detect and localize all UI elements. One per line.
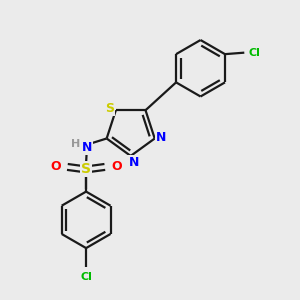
Text: O: O	[111, 160, 122, 173]
Text: S: S	[81, 162, 91, 176]
Text: Cl: Cl	[249, 48, 261, 58]
Text: H: H	[71, 139, 81, 149]
Text: O: O	[50, 160, 61, 173]
Text: N: N	[82, 141, 92, 154]
Text: Cl: Cl	[80, 272, 92, 282]
Text: N: N	[156, 130, 166, 143]
Text: N: N	[128, 156, 139, 169]
Text: S: S	[105, 102, 114, 115]
